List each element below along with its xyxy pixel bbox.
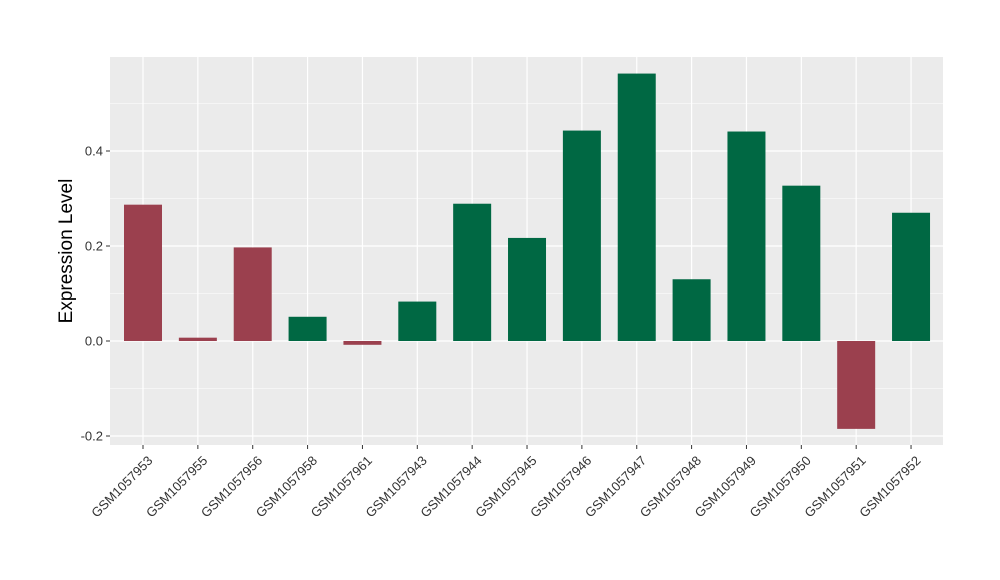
bar-GSM1057955 xyxy=(178,337,217,341)
bar-GSM1057956 xyxy=(233,247,272,341)
bar-GSM1057945 xyxy=(508,237,547,341)
bar-GSM1057949 xyxy=(727,131,766,341)
bar-GSM1057944 xyxy=(453,203,492,341)
y-tick-label: 0.0 xyxy=(85,334,103,349)
bar-GSM1057958 xyxy=(288,316,327,341)
bar-GSM1057943 xyxy=(398,301,437,341)
bar-GSM1057952 xyxy=(892,212,931,341)
bar-GSM1057950 xyxy=(782,185,821,341)
y-axis-ticks: -0.2 0.0 0.2 0.4 xyxy=(81,144,110,444)
y-tick-label: -0.2 xyxy=(81,429,103,444)
bar-GSM1057953 xyxy=(124,204,162,341)
y-axis-title: Expression Level xyxy=(56,179,77,324)
bars xyxy=(124,73,931,429)
bar-GSM1057947 xyxy=(617,73,656,341)
bar-GSM1057948 xyxy=(672,279,711,341)
y-tick-label: 0.2 xyxy=(85,239,103,254)
y-tick-label: 0.4 xyxy=(85,144,103,159)
bar-GSM1057946 xyxy=(562,130,601,341)
bar-GSM1057961 xyxy=(343,341,382,345)
bar-GSM1057951 xyxy=(837,341,876,429)
x-axis-ticks: GSM1057953GSM1057955GSM1057956GSM1057958… xyxy=(88,445,924,520)
